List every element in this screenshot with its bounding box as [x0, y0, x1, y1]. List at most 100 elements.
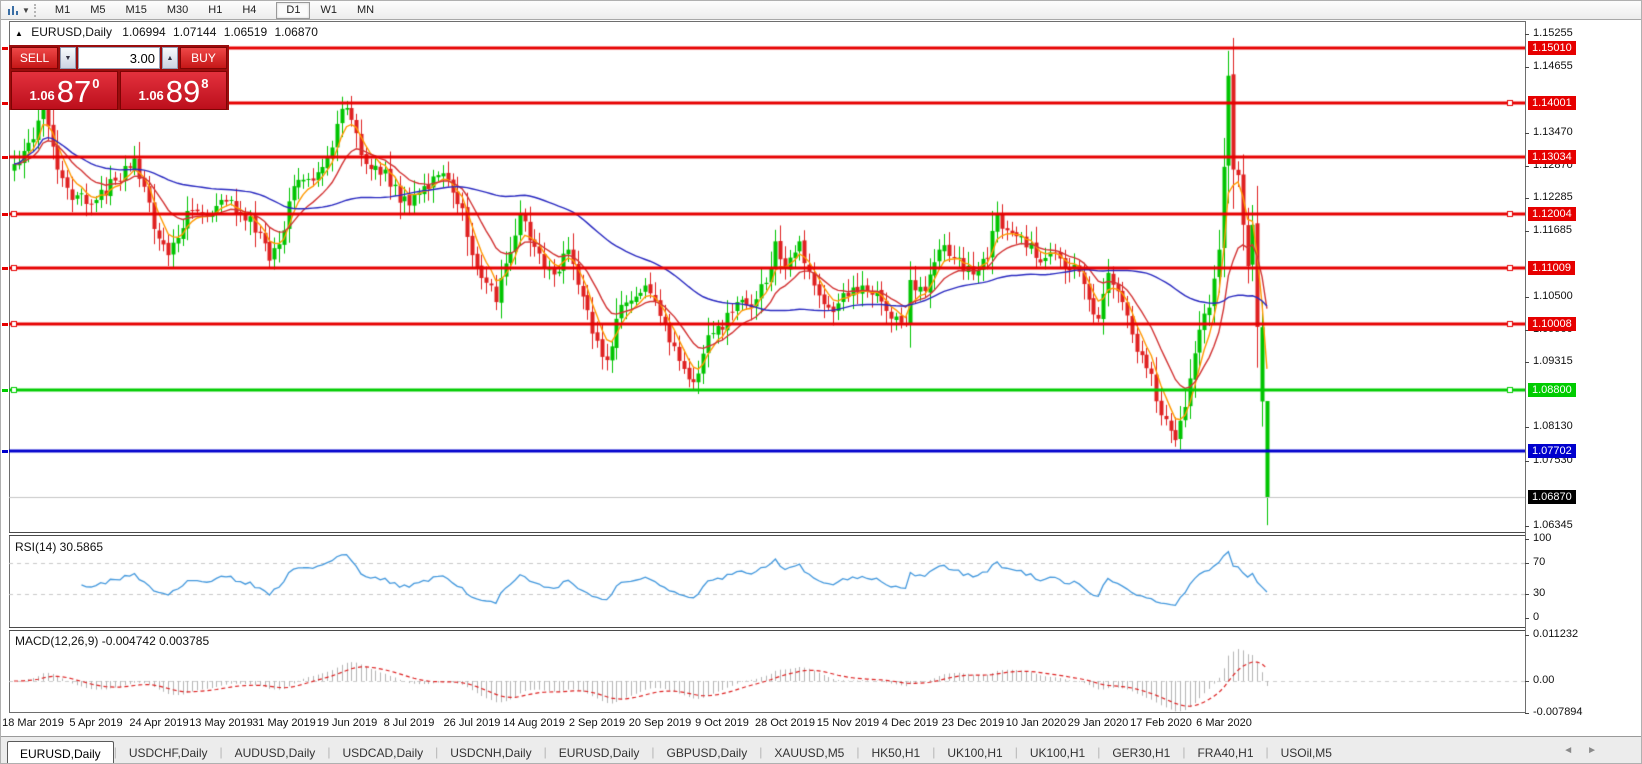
tab-separator: | [1265, 745, 1269, 759]
sell-button[interactable]: SELL [11, 47, 58, 69]
level-price-label: 1.13034 [1528, 150, 1576, 164]
chart-tab-usdchf-daily[interactable]: USDCHF,Daily [128, 746, 208, 760]
date-axis-label: 23 Dec 2019 [941, 717, 1005, 729]
tab-separator: | [219, 745, 223, 759]
level-line-stub [2, 213, 8, 216]
timeframe-button-h1[interactable]: H1 [208, 4, 223, 16]
timeframe-button-d1[interactable]: D1 [276, 1, 311, 19]
chart-tab-eurusd-daily[interactable]: EURUSD,Daily [558, 746, 640, 760]
rsi-tick [1525, 539, 1529, 540]
chart-tab-hk50-h1[interactable]: HK50,H1 [871, 746, 921, 760]
chart-tab-xauusd-m5[interactable]: XAUUSD,M5 [774, 746, 845, 760]
timeframe-button-m1[interactable]: M1 [54, 4, 71, 16]
price-tick [1525, 198, 1529, 199]
chart-tab-bar: EURUSD,Daily | USDCHF,Daily | AUDUSD,Daily | U… [1, 736, 1641, 763]
date-axis-label: 15 Nov 2019 [816, 717, 880, 729]
timeframe-button-w1[interactable]: W1 [320, 4, 337, 16]
rsi-tick [1525, 563, 1529, 564]
chart-tab-usdcnh-daily[interactable]: USDCNH,Daily [450, 746, 532, 760]
price-tick-label: 1.10500 [1533, 290, 1573, 302]
price-tick [1525, 461, 1529, 462]
timeframe-button-m15[interactable]: M15 [125, 4, 147, 16]
price-tick-label: 1.08130 [1533, 420, 1573, 432]
level-price-label: 1.14001 [1528, 96, 1576, 110]
tab-separator: | [932, 745, 936, 759]
price-tick [1525, 297, 1529, 298]
date-axis-label: 28 Oct 2019 [755, 717, 815, 729]
chart-tab-audusd-daily[interactable]: AUDUSD,Daily [234, 746, 316, 760]
chart-tab-fra40-h1[interactable]: FRA40,H1 [1197, 746, 1254, 760]
level-line-stub [2, 102, 8, 105]
level-price-label: 1.12004 [1528, 207, 1576, 221]
macd-pane-label: MACD(12,26,9) -0.004742 0.003785 [15, 634, 210, 648]
price-tick-label: 1.13470 [1533, 126, 1573, 138]
level-line-stub [2, 47, 8, 50]
tab-separator: | [1014, 745, 1018, 759]
ohlc-open: 1.06994 [122, 25, 166, 39]
ohlc-close: 1.06870 [274, 25, 318, 39]
date-axis-label: 2 Sep 2019 [568, 717, 626, 729]
level-price-label: 1.07702 [1528, 444, 1576, 458]
timeframe-button-mn[interactable]: MN [356, 4, 375, 16]
timeframe-button-m30[interactable]: M30 [166, 4, 189, 16]
tab-separator: | [651, 745, 655, 759]
chart-tab-uk100-h1[interactable]: UK100,H1 [947, 746, 1003, 760]
symbol-period-label: EURUSD,Daily [31, 25, 112, 39]
sell-price-box[interactable]: 1.06 87 0 [11, 71, 118, 110]
price-tick [1525, 362, 1529, 363]
volume-decrease-button[interactable]: ▼ [60, 47, 76, 69]
pane-splitter-macd[interactable] [9, 627, 1525, 631]
sell-price-small: 1.06 [29, 88, 55, 103]
sell-price-sup: 0 [92, 76, 100, 91]
buy-price-box[interactable]: 1.06 89 8 [120, 71, 227, 110]
chart-tab-usdcad-daily[interactable]: USDCAD,Daily [342, 746, 424, 760]
volume-increase-button[interactable]: ▲ [162, 47, 178, 69]
price-tick-label: 1.06345 [1533, 519, 1573, 531]
one-click-trading-panel: SELL ▼ ▲ BUY 1.06 87 0 1.06 89 8 [9, 45, 229, 110]
price-tick-label: 1.12285 [1533, 191, 1573, 203]
buy-price-small: 1.06 [138, 88, 164, 103]
chart-tab-gbpusd-daily[interactable]: GBPUSD,Daily [666, 746, 748, 760]
main-chart-canvas[interactable] [9, 22, 1525, 713]
mini-chart-icon [7, 6, 18, 15]
date-axis-label: 17 Feb 2020 [1130, 717, 1192, 729]
tab-separator: | [543, 745, 547, 759]
current-price-label: 1.06870 [1528, 490, 1576, 504]
tabs-scroll-left-icon[interactable]: ◄ [1563, 745, 1574, 756]
level-line-stub [2, 389, 8, 392]
chart-menu-icon[interactable] [4, 3, 22, 18]
macd-tick [1525, 635, 1529, 636]
level-price-label: 1.08800 [1528, 383, 1576, 397]
level-price-label: 1.15010 [1528, 41, 1576, 55]
volume-input[interactable] [78, 47, 160, 69]
date-axis-label: 19 Jun 2019 [316, 717, 378, 729]
chart-tab-ger30-h1[interactable]: GER30,H1 [1112, 746, 1171, 760]
chart-title: ▲ EURUSD,Daily 1.06994 1.07144 1.06519 1… [15, 25, 318, 39]
price-axis: 1.15255 1.14655 1.13470 1.12870 1.12285 1.116… [1525, 21, 1641, 718]
collapse-arrow-icon[interactable]: ▲ [15, 29, 23, 38]
macd-tick-label: -0.007894 [1533, 706, 1583, 718]
ohlc-high: 1.07144 [173, 25, 217, 39]
level-line-stub [2, 156, 8, 159]
level-line-stub [2, 450, 8, 453]
chevron-down-icon[interactable]: ▼ [22, 5, 30, 15]
price-tick [1525, 427, 1529, 428]
timeframe-button-m5[interactable]: M5 [90, 4, 106, 16]
buy-button[interactable]: BUY [180, 47, 227, 69]
date-axis-label: 29 Jan 2020 [1067, 717, 1129, 729]
toolbar-grip[interactable] [33, 3, 41, 17]
macd-tick [1525, 713, 1529, 714]
timeframe-button-h4[interactable]: H4 [242, 4, 257, 16]
date-axis-label: 4 Dec 2019 [881, 717, 939, 729]
chart-tab-eurusd-daily[interactable]: EURUSD,Daily [7, 741, 114, 763]
price-tick-label: 1.15255 [1533, 27, 1573, 39]
date-axis-label: 31 May 2019 [252, 717, 316, 729]
tab-separator: | [435, 745, 439, 759]
tabs-scroll-right-icon[interactable]: ► [1587, 745, 1597, 756]
rsi-tick-label: 100 [1533, 532, 1552, 544]
chart-tab-uk100-h1[interactable]: UK100,H1 [1029, 746, 1086, 760]
chart-tab-usoil-m5[interactable]: USOil,M5 [1280, 746, 1332, 760]
tab-separator: | [1182, 745, 1186, 759]
pane-splitter-rsi[interactable] [9, 532, 1525, 536]
